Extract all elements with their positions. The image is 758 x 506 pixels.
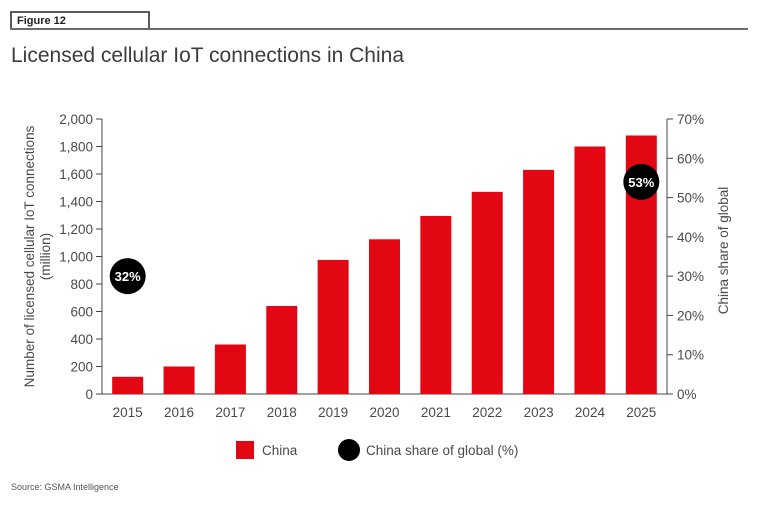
y-tick-label: 1,400 (59, 195, 93, 210)
bar-2022 (471, 191, 503, 394)
bar-2021 (420, 215, 452, 394)
x-tick-label: 2024 (575, 405, 606, 420)
share-marker-label: 32% (115, 269, 141, 284)
y2-tick-label: 20% (677, 308, 704, 323)
y-tick-label: 200 (70, 360, 93, 375)
share-marker-2025 (623, 163, 660, 200)
x-tick-label: 2017 (215, 405, 245, 420)
y-tick-label: 1,200 (59, 222, 93, 237)
y2-axis-label: China share of global (716, 187, 731, 315)
legend-swatch-share (338, 439, 360, 461)
y-tick-label: 0 (85, 387, 93, 402)
bar-2015 (112, 376, 144, 394)
y-tick-label: 2,000 (59, 112, 93, 127)
x-tick-label: 2018 (267, 405, 297, 420)
figure-label: Figure 12 (10, 11, 150, 28)
bar-2024 (574, 146, 606, 394)
y2-tick-label: 50% (677, 191, 704, 206)
y-tick-label: 400 (70, 332, 93, 347)
y2-tick-label: 60% (677, 151, 704, 166)
x-tick-label: 2025 (626, 405, 656, 420)
bar-2016 (163, 366, 195, 394)
header-rule (10, 28, 748, 30)
y-tick-label: 600 (70, 305, 93, 320)
y2-tick-label: 10% (677, 348, 704, 363)
bar-2020 (369, 239, 400, 394)
bar-2018 (266, 306, 298, 394)
y-axis-label-unit: (million) (38, 233, 53, 280)
y-tick-label: 1,600 (59, 167, 93, 182)
y-tick-label: 1,000 (59, 250, 93, 265)
y2-tick-label: 70% (677, 112, 704, 127)
bar-2017 (214, 344, 246, 394)
x-tick-label: 2021 (421, 405, 451, 420)
bar-2023 (523, 169, 555, 394)
source-note: Source: GSMA Intelligence (11, 482, 119, 492)
bar-2019 (317, 259, 349, 394)
x-tick-label: 2020 (369, 405, 399, 420)
share-marker-label: 53% (628, 175, 654, 190)
y2-tick-label: 0% (677, 387, 697, 402)
y-tick-label: 800 (70, 277, 93, 292)
x-tick-label: 2019 (318, 405, 348, 420)
y-axis-label: Number of licensed cellular IoT connecti… (22, 125, 37, 387)
legend-label-china: China (262, 443, 298, 458)
legend-label-share: China share of global (%) (366, 443, 518, 458)
y2-tick-label: 30% (677, 269, 704, 284)
legend-swatch-china (236, 441, 254, 459)
x-tick-label: 2015 (113, 405, 143, 420)
x-tick-label: 2016 (164, 405, 194, 420)
y-tick-label: 1,800 (59, 140, 93, 155)
share-marker-2015 (109, 258, 146, 295)
y2-tick-label: 40% (677, 230, 704, 245)
x-tick-label: 2023 (524, 405, 554, 420)
chart-title: Licensed cellular IoT connections in Chi… (11, 44, 405, 67)
x-tick-label: 2022 (472, 405, 502, 420)
